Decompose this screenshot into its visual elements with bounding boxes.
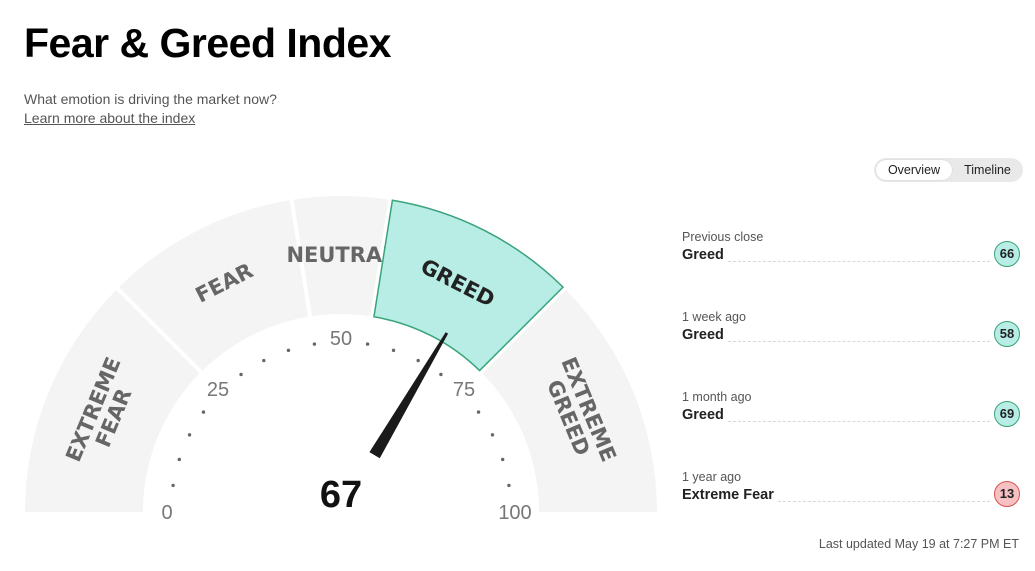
learn-more-link[interactable]: Learn more about the index — [24, 110, 196, 126]
tick-dot — [286, 348, 291, 353]
tick-dot — [171, 483, 175, 488]
view-toggle: Overview Timeline — [874, 158, 1023, 182]
history-sentiment-label: Extreme Fear — [682, 487, 774, 503]
history-period: 1 year ago — [682, 470, 742, 484]
tick-dot — [239, 372, 243, 377]
tick-dot — [187, 433, 192, 437]
zone-neutral — [293, 195, 389, 317]
history-row: Previous close Greed 66 — [682, 230, 1020, 270]
history-period: Previous close — [682, 230, 764, 244]
tick-dot — [312, 342, 317, 346]
last-updated-text: Last updated May 19 at 7:27 PM ET — [818, 537, 1019, 551]
tick-dot — [201, 410, 206, 414]
tab-timeline[interactable]: Timeline — [964, 163, 1011, 177]
history-value-badge: 58 — [994, 321, 1020, 347]
zone-extreme-fear — [25, 289, 200, 512]
tick-dot — [439, 372, 443, 377]
history-leader-line — [778, 501, 990, 502]
tick-dot — [507, 483, 511, 488]
history-value-badge: 66 — [994, 241, 1020, 267]
gauge-needle — [369, 332, 449, 459]
history-sentiment-label: Greed — [682, 327, 724, 343]
zone-label-neutral: NEUTRAL — [286, 243, 395, 267]
history-row: 1 year ago Extreme Fear 13 — [682, 470, 1020, 510]
tick-label-50: 50 — [330, 328, 352, 350]
history-sentiment-label: Greed — [682, 247, 724, 263]
history-period: 1 week ago — [682, 310, 746, 324]
tick-dot — [500, 457, 505, 462]
tick-dot — [177, 457, 182, 462]
tab-overview[interactable]: Overview — [876, 160, 952, 180]
history-row: 1 month ago Greed 69 — [682, 390, 1020, 430]
history-value-badge: 13 — [994, 481, 1020, 507]
tick-label-75: 75 — [453, 379, 475, 401]
history-period: 1 month ago — [682, 390, 752, 404]
tick-dot — [262, 358, 266, 363]
tick-dot — [391, 348, 396, 353]
history-leader-line — [728, 421, 990, 422]
zone-fear — [118, 200, 309, 371]
tick-dot — [416, 358, 420, 363]
tick-dot — [476, 410, 481, 414]
page-subtitle: What emotion is driving the market now? — [24, 91, 277, 107]
page-title: Fear & Greed Index — [24, 20, 391, 66]
history-value-badge: 69 — [994, 401, 1020, 427]
gauge-value: 67 — [320, 474, 362, 516]
zone-greed — [373, 199, 565, 372]
history-leader-line — [728, 261, 990, 262]
gauge-center — [277, 448, 405, 571]
tick-label-25: 25 — [207, 379, 229, 401]
history-leader-line — [728, 341, 990, 342]
tick-label-0: 0 — [161, 502, 172, 524]
tick-label-100: 100 — [498, 502, 531, 524]
history-sentiment-label: Greed — [682, 407, 724, 423]
history-row: 1 week ago Greed 58 — [682, 310, 1020, 350]
tick-dot — [490, 433, 495, 437]
tick-dot — [365, 342, 370, 346]
zone-extreme-greed — [482, 289, 657, 512]
